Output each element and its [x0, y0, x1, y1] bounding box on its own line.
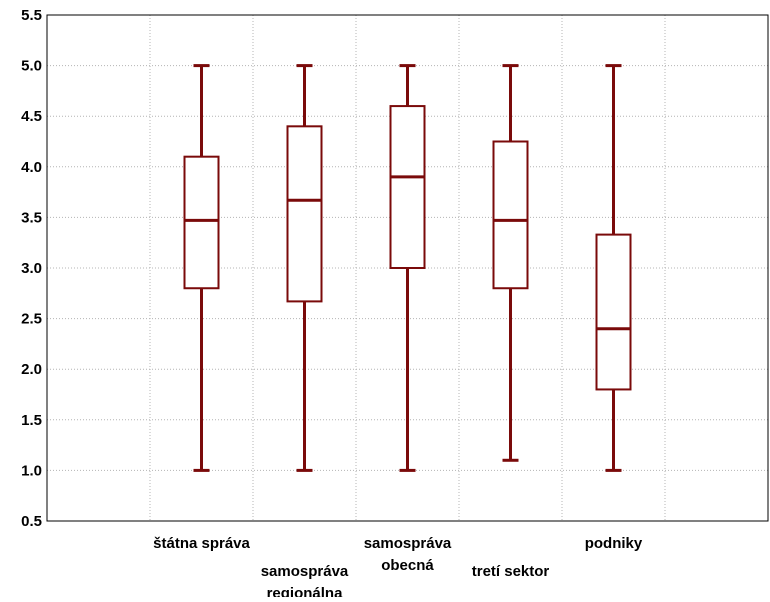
iqr-box	[286, 125, 323, 303]
box-group	[595, 64, 632, 472]
y-tick-label: 4.5	[21, 108, 42, 125]
x-category-label: podniky	[585, 535, 643, 552]
y-tick-label: 5.0	[21, 58, 42, 75]
x-category-label: samospráva	[261, 563, 349, 580]
box-group	[492, 64, 529, 462]
x-category-label: obecná	[381, 557, 434, 574]
box-group	[183, 64, 220, 472]
y-axis: 0.5 1.0 1.5 2.0 2.5 3.0 3.5 4.0 4.5 5.0 5.5	[21, 7, 42, 530]
plot-frame	[46, 14, 769, 522]
y-tick-label: 1.0	[21, 462, 42, 479]
x-category-label: samospráva	[364, 535, 452, 552]
x-category-label: tretí sektor	[472, 563, 550, 580]
y-tick-label: 3.5	[21, 209, 42, 226]
x-axis-labels: štátna správa samospráva regionálna samospr…	[153, 535, 643, 602]
boxes	[183, 64, 632, 472]
iqr-box	[595, 233, 632, 391]
iqr-box	[389, 105, 426, 269]
y-tick-label: 2.0	[21, 361, 42, 378]
y-tick-label: 2.5	[21, 311, 42, 328]
y-tick-label: 1.5	[21, 412, 42, 429]
iqr-box	[183, 155, 220, 290]
x-category-label: regionálna	[267, 585, 344, 597]
x-category-label: štátna správa	[153, 535, 250, 552]
y-tick-label: 5.5	[21, 7, 42, 24]
iqr-box	[492, 140, 529, 290]
box-group	[389, 64, 426, 472]
y-tick-label: 3.0	[21, 260, 42, 277]
box-group	[286, 64, 323, 472]
y-tick-label: 4.0	[21, 159, 42, 176]
y-tick-label: 0.5	[21, 513, 42, 530]
